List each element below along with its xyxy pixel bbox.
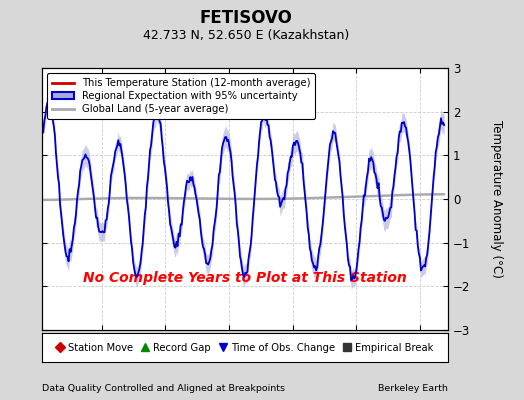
Text: 42.733 N, 52.650 E (Kazakhstan): 42.733 N, 52.650 E (Kazakhstan) <box>143 30 350 42</box>
Y-axis label: Temperature Anomaly (°C): Temperature Anomaly (°C) <box>490 120 503 278</box>
Text: FETISOVO: FETISOVO <box>200 9 293 27</box>
Legend: This Temperature Station (12-month average), Regional Expectation with 95% uncer: This Temperature Station (12-month avera… <box>47 73 315 119</box>
Text: Data Quality Controlled and Aligned at Breakpoints: Data Quality Controlled and Aligned at B… <box>42 384 285 393</box>
Legend: Station Move, Record Gap, Time of Obs. Change, Empirical Break: Station Move, Record Gap, Time of Obs. C… <box>52 338 438 357</box>
Text: No Complete Years to Plot at This Station: No Complete Years to Plot at This Statio… <box>83 270 407 285</box>
Text: Berkeley Earth: Berkeley Earth <box>378 384 448 393</box>
